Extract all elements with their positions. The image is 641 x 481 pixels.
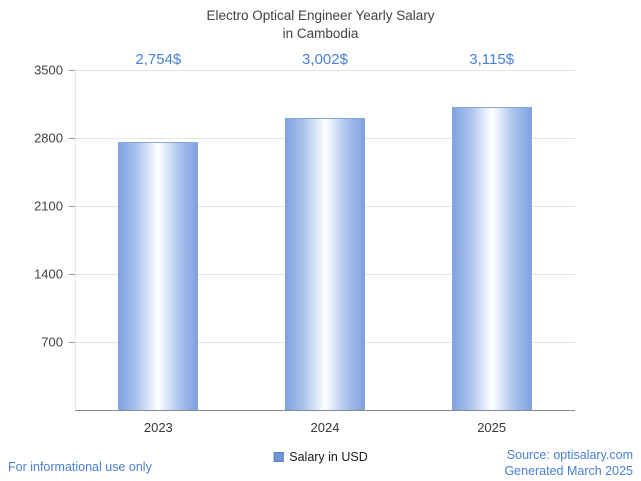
y-tick-mark <box>69 138 75 139</box>
bar-value-label: 2,754$ <box>135 51 182 68</box>
y-axis-label: 2100 <box>34 198 63 214</box>
y-tick-mark <box>69 342 75 343</box>
chart-title: Electro Optical Engineer Yearly Salary i… <box>0 7 641 43</box>
bar-2023 <box>118 142 199 410</box>
legend-swatch-icon <box>273 452 284 462</box>
y-axis-label: 1400 <box>34 266 63 282</box>
gridline <box>75 70 575 71</box>
source-link[interactable]: Source: optisalary.com <box>506 448 633 462</box>
generated-date: Generated March 2025 <box>504 464 633 478</box>
legend-label: Salary in USD <box>289 450 368 464</box>
y-axis-label: 700 <box>41 334 63 350</box>
y-tick-mark <box>69 274 75 275</box>
y-tick-mark <box>69 70 75 71</box>
x-axis-line <box>75 410 575 411</box>
x-axis-label: 2024 <box>310 420 340 435</box>
bar-value-label: 3,115$ <box>469 51 515 68</box>
disclaimer-text: For informational use only <box>8 460 152 474</box>
y-axis-line <box>75 70 76 410</box>
plot-area: 700 1400 2100 2800 3500 2,754$ 2023 3,002$ 2024 3… <box>34 51 575 435</box>
x-axis-label: 2025 <box>477 420 507 435</box>
bar-2025 <box>451 107 532 410</box>
chart-title-line1: Electro Optical Engineer Yearly Salary <box>206 8 435 23</box>
bar-value-label: 3,002$ <box>302 51 348 68</box>
bar-2024 <box>285 118 365 410</box>
chart-title-line2: in Cambodia <box>282 26 359 42</box>
source-block: Source: optisalary.com Generated March 2… <box>504 447 633 479</box>
y-axis-label: 3500 <box>34 62 63 78</box>
x-axis-label: 2023 <box>143 420 173 435</box>
y-axis-label: 2800 <box>34 130 63 146</box>
legend: Salary in USD <box>273 450 368 464</box>
y-tick-mark <box>69 206 75 207</box>
